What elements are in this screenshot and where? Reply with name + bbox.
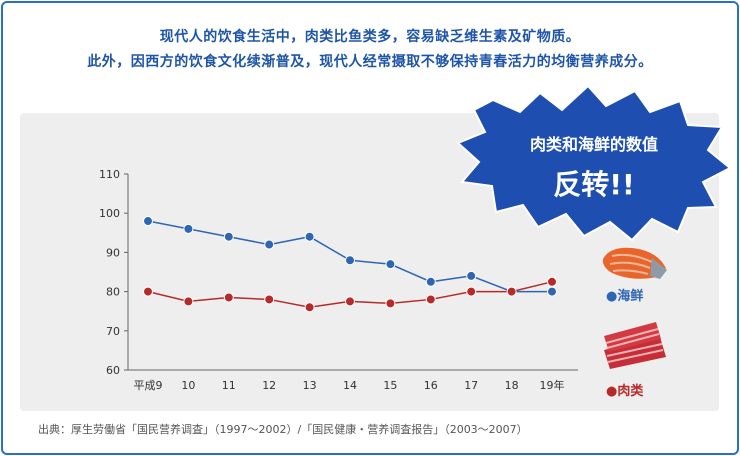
data-point [345,255,355,266]
headline-line-2: 此外，因西方的饮食文化续渐普及，现代人经常摄取不够保持青春活力的均衡营养成分。 [87,54,653,70]
y-tick-label: 80 [106,286,120,299]
data-point [547,276,557,287]
salmon-icon [602,247,667,279]
y-tick-label: 100 [99,207,120,220]
legend-seafood: ●海鲜 [606,288,643,304]
data-point [547,286,557,297]
y-tick-label: 90 [106,246,120,259]
data-point [264,239,275,250]
data-point [183,296,194,307]
x-tick-label: 平成9 [134,379,163,392]
x-tick-label: 19年 [540,378,565,392]
x-tick-label: 16 [424,379,438,392]
data-point [264,294,275,305]
source-note: 出典：厚生劳働省「国民营养调査」（1997～2002）/「国民健康・营养调査报告… [38,423,528,436]
x-tick-label: 11 [222,379,236,392]
chart-axes: 60 70 80 90 100 110 平成9 10 11 12 13 14 15 16 17 18 19年 [99,168,578,392]
data-point [425,276,436,287]
callout-burst: 肉类和海鲜的数值 反转!! [456,84,732,242]
x-tick-label: 13 [303,379,317,392]
data-point [466,270,477,281]
data-point [506,286,517,297]
data-point [223,292,234,303]
data-point [304,231,315,242]
callout-line-1: 肉类和海鲜的数值 [530,135,658,154]
chart-series [143,216,557,313]
callout-line-2: 反转!! [553,168,635,201]
data-point [425,294,436,305]
legend-meat: ●肉类 [606,383,644,399]
data-point [183,223,194,234]
data-point [345,296,355,307]
meat-icon [604,322,666,369]
x-tick-label: 17 [464,379,478,392]
data-point [466,286,477,297]
x-tick-label: 10 [181,379,195,392]
y-tick-label: 60 [106,364,120,377]
y-tick-label: 70 [106,325,120,338]
data-point [143,286,153,297]
x-tick-label: 12 [262,379,276,392]
data-point [385,298,396,309]
data-point [385,259,396,270]
data-point [304,302,315,313]
x-tick-label: 18 [505,379,519,392]
x-tick-label: 14 [343,379,357,392]
y-tick-label: 110 [99,168,120,181]
headline-line-1: 现代人的饮食生活中，肉类比鱼类多，容易缺乏维生素及矿物质。 [159,29,581,45]
x-tick-label: 15 [383,379,397,392]
data-point [143,216,153,227]
data-point [223,231,234,242]
